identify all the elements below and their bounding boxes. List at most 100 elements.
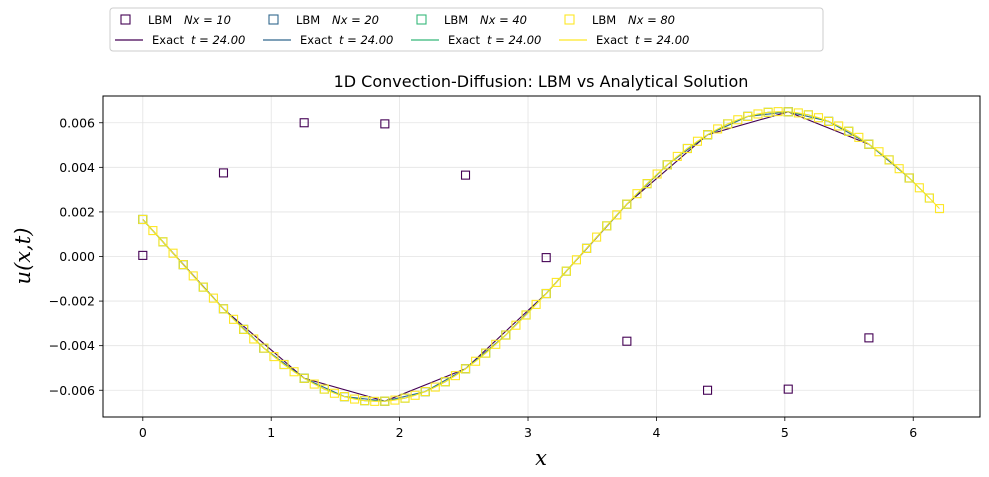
lbm-marker-nx80 [541,288,551,299]
x-tick-label: 2 [396,425,404,440]
legend-marker-nx20 [268,14,279,25]
lbm-marker-nx80 [208,293,218,303]
lbm-marker-nx80 [370,396,380,406]
y-axis-ticks: −0.006 −0.004 −0.002 0.000 0.002 0.004 0.006 [49,115,103,398]
lbm-marker-nx80 [239,324,249,334]
lbm-markers [138,107,945,406]
lbm-marker-nx10 [783,384,793,394]
lbm-marker-nx80 [218,304,229,314]
legend-label-exact: Exact [152,33,184,47]
lbm-marker-nx10 [218,168,229,178]
lbm-marker-nx80 [329,388,339,398]
y-axis-label: u(x,t) [11,228,35,285]
x-tick-label: 6 [909,425,917,440]
lbm-marker-nx80 [854,132,864,142]
lbm-marker-nx80 [682,143,692,154]
lbm-marker-nx80 [894,164,904,174]
y-tick-label: −0.004 [49,338,95,353]
lbm-marker-nx80 [874,147,884,157]
lbm-marker-nx80 [551,277,561,287]
lbm-marker-nx10 [541,253,551,263]
lbm-marker-nx80 [229,314,239,324]
lbm-marker-nx10 [380,119,390,129]
legend-math-exact: t = 24.00 [635,33,689,47]
lbm-marker-nx80 [581,243,592,253]
lbm-marker-nx80 [400,393,410,403]
lbm-marker-nx80 [884,155,894,165]
lbm-marker-nx80 [501,330,511,340]
lbm-marker-nx80 [471,356,481,366]
lbm-marker-nx80 [924,193,934,203]
lbm-marker-nx80 [743,111,753,121]
legend-math-lbm: Nx = 20 [332,13,379,27]
lbm-marker-nx80 [339,392,350,402]
y-tick-label: 0.000 [59,249,95,264]
legend-label-lbm: LBM [444,13,468,27]
x-axis-label: x [535,446,547,470]
lbm-marker-nx80 [612,210,622,220]
x-tick-label: 0 [139,425,147,440]
lbm-marker-nx80 [703,130,713,140]
lbm-marker-nx80 [138,214,148,225]
lbm-marker-nx80 [410,390,420,400]
y-tick-label: −0.002 [49,294,95,309]
lbm-marker-nx80 [430,382,440,392]
lbm-marker-nx80 [360,396,370,406]
lbm-marker-nx80 [723,119,733,129]
legend-label-lbm: LBM [148,13,172,27]
lbm-marker-nx80 [904,173,914,183]
lbm-marker-nx10 [622,336,632,346]
lbm-marker-nx80 [803,110,813,120]
lbm-marker-nx80 [571,255,582,265]
lbm-marker-nx80 [299,373,309,383]
lbm-marker-nx80 [249,334,259,344]
lbm-marker-nx80 [692,136,703,146]
lbm-marker-nx80 [662,160,672,170]
lbm-marker-nx80 [269,352,279,362]
lbm-marker-nx80 [279,359,289,370]
lbm-marker-nx80 [259,343,269,353]
legend-label-exact: Exact [448,33,480,47]
lbm-marker-nx80 [188,271,198,281]
lbm-marker-nx80 [531,299,541,309]
lbm-marker-nx80 [511,320,521,330]
lbm-marker-nx10 [460,170,471,180]
x-tick-label: 5 [781,425,789,440]
x-axis-ticks: 0 1 2 3 4 5 6 [139,417,917,440]
lbm-marker-nx10 [703,385,713,395]
lbm-marker-nx80 [632,189,642,199]
lbm-marker-nx80 [622,199,632,209]
x-tick-label: 1 [267,425,275,440]
legend-math-lbm: Nx = 80 [628,13,675,27]
lbm-marker-nx80 [198,282,208,292]
grid-lines [103,96,980,417]
legend-math-exact: t = 24.00 [191,33,245,47]
lbm-marker-nx80 [289,367,299,377]
legend-label-lbm: LBM [296,13,320,27]
lbm-marker-nx80 [753,109,763,119]
lbm-marker-nx80 [350,394,360,404]
lbm-marker-nx80 [309,379,319,389]
lbm-marker-nx80 [783,107,793,117]
lbm-marker-nx80 [168,248,178,258]
y-tick-label: −0.006 [49,383,95,398]
legend-marker-nx10 [120,14,131,25]
lbm-marker-nx10 [138,250,148,260]
lbm-marker-nx80 [934,204,945,214]
legend-marker-nx40 [416,14,427,25]
lbm-marker-nx10 [299,118,309,128]
lbm-marker-nx80 [793,108,803,118]
lbm-marker-nx80 [733,115,743,125]
lbm-marker-nx80 [864,139,874,149]
y-tick-label: 0.002 [59,204,95,219]
lbm-marker-nx80 [642,179,652,189]
legend-math-lbm: Nx = 10 [184,13,231,27]
lbm-marker-nx80 [914,183,924,193]
lbm-marker-nx80 [481,348,491,358]
lbm-marker-nx80 [521,310,531,320]
legend-math-exact: t = 24.00 [339,33,393,47]
lbm-marker-nx80 [561,266,571,276]
